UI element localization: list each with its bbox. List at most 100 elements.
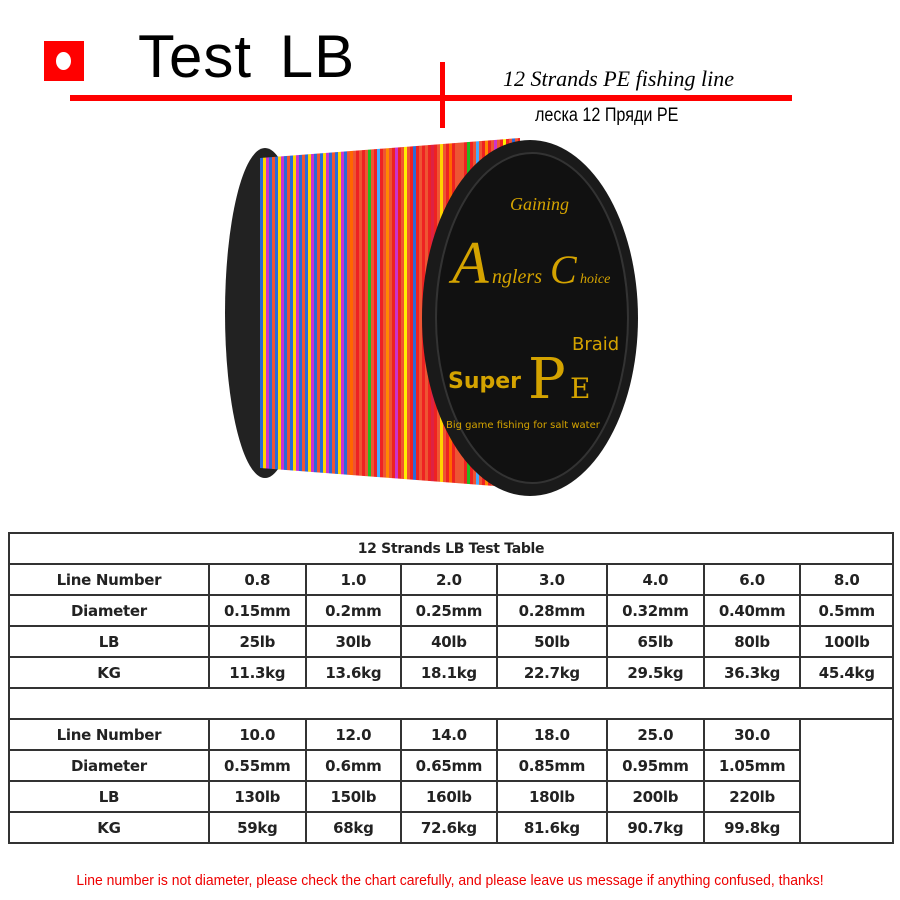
table-cell: 45.4kg (799, 656, 894, 689)
line-stripe (290, 138, 294, 488)
line-stripe (395, 138, 399, 488)
row-label: KG (8, 656, 210, 689)
table-cell: 22.7kg (495, 656, 608, 689)
empty-cell (799, 812, 894, 844)
table-cell: 2.0 (400, 563, 498, 596)
table-cell: 81.6kg (495, 811, 608, 844)
line-stripe (377, 138, 381, 488)
table-cell: 0.5mm (799, 594, 894, 627)
line-stripe (392, 138, 396, 488)
line-stripe (380, 138, 384, 488)
line-stripe (386, 138, 390, 488)
line-stripe (356, 138, 360, 488)
table-cell: 30lb (304, 625, 403, 658)
line-stripe (365, 138, 369, 488)
line-stripe (353, 138, 357, 488)
table-cell: 14.0 (400, 718, 498, 751)
table-cell: 40lb (400, 625, 498, 658)
line-stripe (371, 138, 375, 488)
table-row: Diameter 0.15mm 0.2mm 0.25mm 0.28mm 0.32mm 0.4… (8, 594, 894, 627)
line-stripe (416, 138, 420, 488)
empty-cell (799, 719, 894, 750)
svg-text:C: C (550, 247, 578, 292)
line-stripe (266, 138, 270, 488)
line-stripe (404, 138, 408, 488)
table-cell: 68kg (304, 811, 403, 844)
line-stripe (320, 138, 324, 488)
line-stripe (272, 138, 276, 488)
line-stripe (317, 138, 321, 488)
table-cell: 3.0 (495, 563, 608, 596)
table-cell: 180lb (495, 780, 608, 813)
line-stripe (329, 138, 333, 488)
table-cell: 65lb (605, 625, 705, 658)
table-cell: 72.6kg (400, 811, 498, 844)
line-stripe (362, 138, 366, 488)
line-stripe (275, 138, 279, 488)
empty-cell (799, 750, 894, 781)
line-stripe (398, 138, 402, 488)
disclaimer-note: Line number is not diameter, please chec… (76, 872, 824, 889)
table-cell: 1.05mm (702, 749, 802, 782)
line-stripe (332, 138, 336, 488)
line-stripe (389, 138, 393, 488)
table-row: KG 11.3kg 13.6kg 18.1kg 22.7kg 29.5kg 36.3kg 45… (8, 656, 894, 689)
table-cell: 0.95mm (605, 749, 705, 782)
line-stripe (263, 138, 267, 488)
line-stripe (407, 138, 411, 488)
line-stripe (341, 138, 345, 488)
line-stripe (347, 138, 351, 488)
table-row: Diameter 0.55mm 0.6mm 0.65mm 0.85mm 0.95mm 1.0… (8, 749, 894, 782)
row-label: Diameter (8, 749, 210, 782)
table-cell: 0.6mm (304, 749, 403, 782)
line-stripe (410, 138, 414, 488)
table-cell: 99.8kg (702, 811, 802, 844)
table-row: LB 130lb 150lb 160lb 180lb 200lb 220lb (8, 780, 894, 813)
line-stripe (281, 138, 285, 488)
table-cell: 1.0 (304, 563, 403, 596)
table-cell: 12.0 (304, 718, 403, 751)
svg-text:Big game fishing for salt wate: Big game fishing for salt water (446, 420, 601, 431)
table-cell: 18.1kg (400, 656, 498, 689)
red-square-bullet-icon (44, 41, 84, 81)
table-cell: 0.40mm (702, 594, 802, 627)
line-stripe (260, 138, 264, 488)
svg-text:nglers: nglers (492, 266, 542, 288)
red-divider-horizontal (70, 95, 792, 101)
table-cell: 0.25mm (400, 594, 498, 627)
table-row: Line Number 0.8 1.0 2.0 3.0 4.0 6.0 8.0 (8, 563, 894, 596)
table-cell: 90.7kg (605, 811, 705, 844)
line-stripe (359, 138, 363, 488)
row-label: KG (8, 811, 210, 844)
line-stripe (419, 138, 423, 488)
red-divider-vertical (440, 62, 445, 128)
table-cell: 160lb (400, 780, 498, 813)
table-cell: 0.85mm (495, 749, 608, 782)
line-stripe (350, 138, 354, 488)
svg-text:hoice: hoice (580, 272, 610, 287)
svg-text:Gaining: Gaining (510, 194, 569, 214)
table-cell: 220lb (702, 780, 802, 813)
table-cell: 4.0 (605, 563, 705, 596)
table-cell: 29.5kg (605, 656, 705, 689)
line-stripe (413, 138, 417, 488)
table-cell: 18.0 (495, 718, 608, 751)
line-stripe (287, 138, 291, 488)
row-label: LB (8, 625, 210, 658)
line-stripe (305, 138, 309, 488)
line-stripe (383, 138, 387, 488)
brand-logo: Gaining A nglers C hoice Braid Super P E… (446, 194, 619, 431)
line-stripe (335, 138, 339, 488)
table-cell: 25.0 (605, 718, 705, 751)
line-stripe (299, 138, 303, 488)
line-stripe (293, 138, 297, 488)
svg-text:Super: Super (448, 369, 521, 394)
table-cell: 200lb (605, 780, 705, 813)
table-cell: 50lb (495, 625, 608, 658)
table-cell: 59kg (207, 811, 307, 844)
table-cell: 30.0 (702, 718, 802, 751)
table-cell: 36.3kg (702, 656, 802, 689)
table-row: KG 59kg 68kg 72.6kg 81.6kg 90.7kg 99.8kg (8, 811, 894, 844)
table-title: 12 Strands LB Test Table (8, 532, 894, 565)
svg-text:P: P (528, 347, 566, 412)
